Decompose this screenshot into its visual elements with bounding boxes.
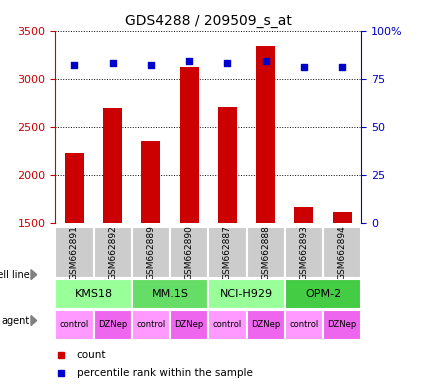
Text: GSM662892: GSM662892 [108,225,117,280]
Point [262,58,269,65]
Text: GSM662889: GSM662889 [146,225,156,280]
FancyBboxPatch shape [170,227,208,278]
Text: cell line: cell line [0,270,30,280]
Point [339,64,346,70]
Text: percentile rank within the sample: percentile rank within the sample [76,367,252,377]
FancyBboxPatch shape [246,310,285,340]
FancyBboxPatch shape [132,227,170,278]
Bar [256,46,275,367]
FancyBboxPatch shape [208,279,285,309]
Bar [65,152,84,367]
Bar [332,212,351,367]
Bar [179,67,198,367]
FancyBboxPatch shape [94,227,132,278]
Text: DZNep: DZNep [98,320,127,329]
FancyBboxPatch shape [94,310,132,340]
Text: control: control [289,320,318,329]
Text: DZNep: DZNep [328,320,357,329]
Text: GSM662887: GSM662887 [223,225,232,280]
Text: GSM662893: GSM662893 [299,225,309,280]
FancyBboxPatch shape [55,279,132,309]
Text: OPM-2: OPM-2 [305,289,341,299]
FancyBboxPatch shape [132,310,170,340]
Text: DZNep: DZNep [251,320,280,329]
Bar [218,107,237,367]
Text: KMS18: KMS18 [74,289,113,299]
FancyBboxPatch shape [323,310,361,340]
FancyBboxPatch shape [323,227,361,278]
Text: GSM662891: GSM662891 [70,225,79,280]
FancyBboxPatch shape [285,310,323,340]
Point [224,60,231,66]
FancyBboxPatch shape [55,227,94,278]
Polygon shape [31,270,37,280]
FancyBboxPatch shape [208,310,246,340]
Point [71,62,78,68]
Text: GSM662888: GSM662888 [261,225,270,280]
Text: count: count [76,350,106,360]
Text: control: control [136,320,165,329]
Text: GSM662894: GSM662894 [337,225,347,280]
FancyBboxPatch shape [55,310,94,340]
Bar [103,108,122,367]
Bar [141,141,160,367]
FancyBboxPatch shape [208,227,246,278]
Point [186,58,193,65]
FancyBboxPatch shape [170,310,208,340]
FancyBboxPatch shape [285,227,323,278]
Point [109,60,116,66]
Point [300,64,307,70]
Text: MM.1S: MM.1S [151,289,189,299]
Bar [294,207,313,367]
Text: DZNep: DZNep [175,320,204,329]
Point [147,62,154,68]
FancyBboxPatch shape [285,279,361,309]
Text: control: control [60,320,89,329]
FancyBboxPatch shape [132,279,208,309]
Text: control: control [213,320,242,329]
FancyBboxPatch shape [246,227,285,278]
Text: NCI-H929: NCI-H929 [220,289,273,299]
Text: GSM662890: GSM662890 [184,225,194,280]
Polygon shape [31,316,37,326]
Text: agent: agent [2,316,30,326]
Title: GDS4288 / 209509_s_at: GDS4288 / 209509_s_at [125,14,292,28]
